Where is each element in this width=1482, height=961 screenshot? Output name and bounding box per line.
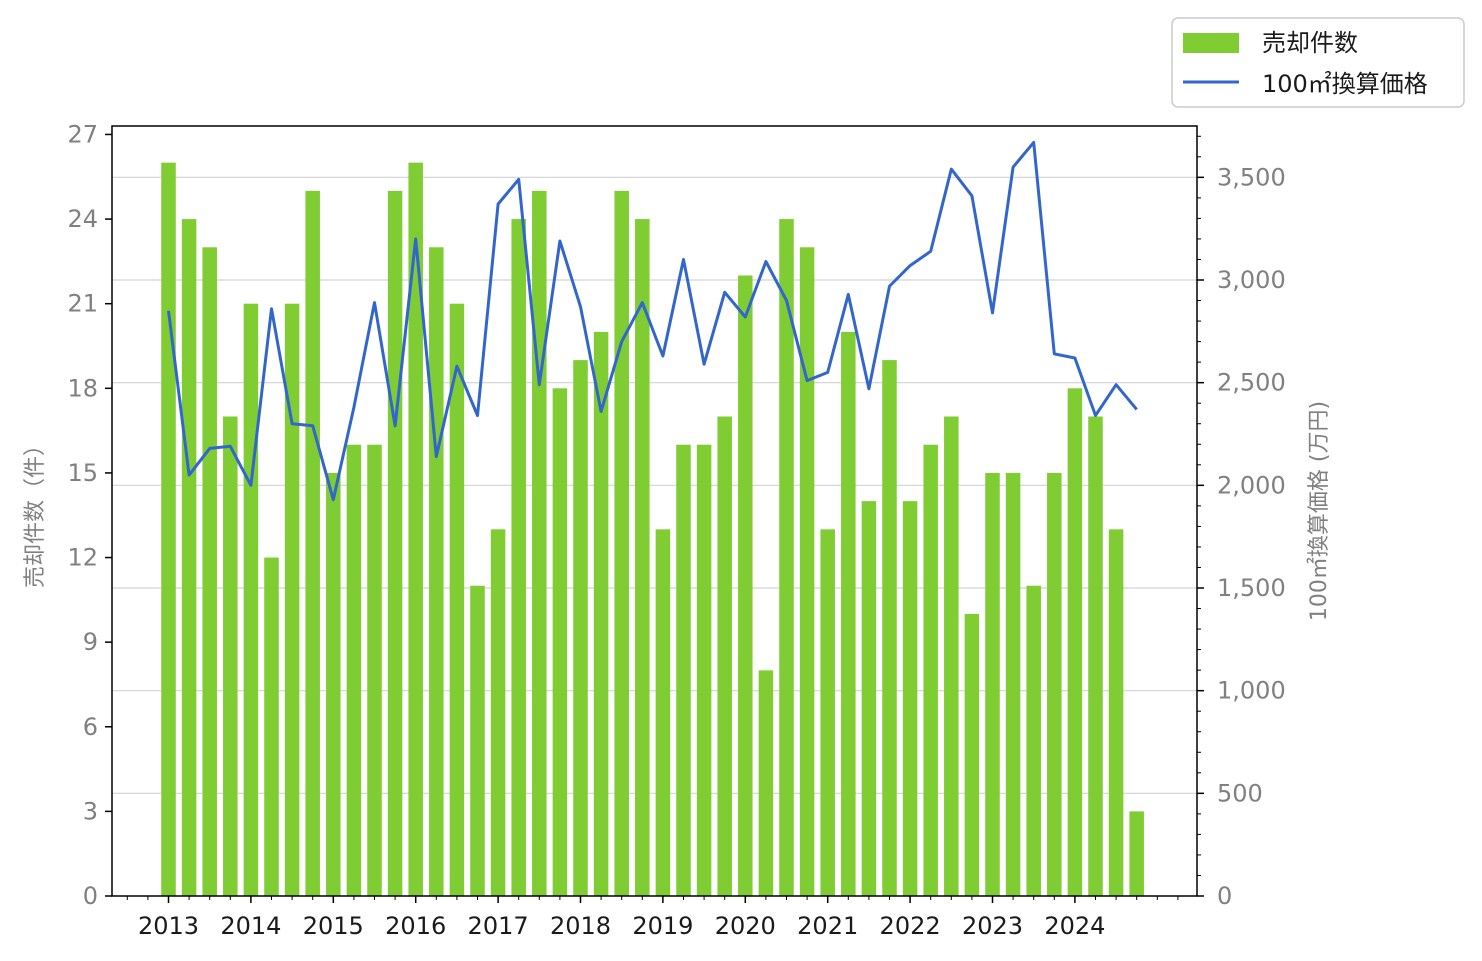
x-tick-label: 2018 [550,912,611,940]
x-tick-label: 2020 [715,912,776,940]
axes: 0 3 6 9 12 15 18 21 24 27 0 500 1,000 1,500 2,000 2,500… [67,120,1285,940]
bar [676,444,691,896]
bar [779,219,794,897]
left-tick-label: 21 [67,290,98,318]
x-tick-label: 2024 [1044,912,1105,940]
bar [1088,416,1103,896]
left-tick-label: 27 [67,120,98,148]
bar [532,190,547,896]
bar-series [161,162,1144,897]
left-tick-label: 6 [83,713,98,741]
bar [408,162,423,896]
x-tick-label: 2013 [138,912,199,940]
bar [882,360,897,897]
bar [1067,388,1083,896]
bar [223,416,238,896]
x-tick-label: 2022 [880,912,941,940]
x-tick-label: 2017 [468,912,529,940]
bar [820,529,835,896]
right-axis-title: 100㎡換算価格 (万円) [1306,401,1332,621]
bar [614,190,629,896]
left-tick-label: 18 [67,374,98,402]
x-tick-label: 2023 [962,912,1023,940]
x-tick-label: 2015 [303,912,364,940]
bar [1005,472,1021,896]
right-tick-label: 3,500 [1217,163,1286,191]
bar [161,162,176,896]
bar [717,416,732,896]
right-tick-label: 2,000 [1217,471,1286,499]
left-tick-label: 15 [67,459,98,487]
bar [944,416,959,896]
bar [490,529,506,896]
legend-box [1171,17,1465,108]
bar [367,444,382,896]
bar [284,303,300,896]
bar [758,670,774,896]
line-series [167,140,1138,502]
bar [655,529,671,896]
bar [202,247,217,897]
right-tick-label: 500 [1217,779,1263,807]
left-tick-label: 24 [67,205,98,233]
bar [696,444,712,896]
bar [1026,585,1041,896]
bar [902,501,918,896]
bar [243,303,259,896]
bar [985,472,1000,896]
right-tick-label: 1,500 [1217,574,1286,602]
left-tick-label: 3 [83,797,98,825]
x-tick-label: 2019 [632,912,693,940]
bar [449,303,465,896]
x-tick-label: 2016 [385,912,446,940]
bar [841,331,856,896]
bar [923,444,938,896]
right-tick-label: 2,500 [1217,369,1286,397]
bar [964,613,980,896]
bar [1047,472,1062,896]
right-tick-label: 1,000 [1217,677,1286,705]
bar [861,501,877,896]
x-tick-label: 2021 [797,912,858,940]
bar [738,275,753,896]
bar [511,219,526,897]
legend-bar-label: 売却件数 [1262,29,1358,57]
right-tick-label: 0 [1217,882,1232,910]
bar [552,388,568,896]
bar [264,557,279,896]
bar [573,360,588,897]
left-tick-label: 0 [83,882,98,910]
bar [470,585,485,896]
bar [181,219,197,897]
legend-line-label: 100㎡換算価格 [1262,70,1428,98]
bar [326,472,341,896]
legend: 売却件数 100㎡換算価格 [1171,17,1465,108]
bar [1108,529,1124,896]
bar [1129,811,1144,896]
left-axis-title: 売却件数（件） [23,434,48,588]
bar [593,331,609,896]
bar [305,190,320,896]
bar [635,219,650,897]
bar [799,247,815,897]
bar [387,190,403,896]
bar [429,247,444,897]
legend-bar-swatch [1183,33,1239,53]
x-tick-label: 2014 [220,912,281,940]
bar [346,444,362,896]
right-tick-label: 3,000 [1217,266,1286,294]
left-tick-label: 12 [67,544,98,572]
price-line [167,140,1138,502]
left-tick-label: 9 [83,628,98,656]
plot-frame [111,125,1198,897]
